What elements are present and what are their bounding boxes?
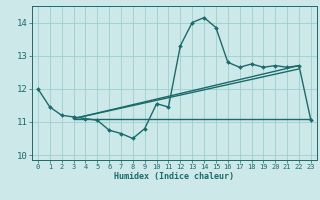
X-axis label: Humidex (Indice chaleur): Humidex (Indice chaleur) bbox=[115, 172, 234, 181]
